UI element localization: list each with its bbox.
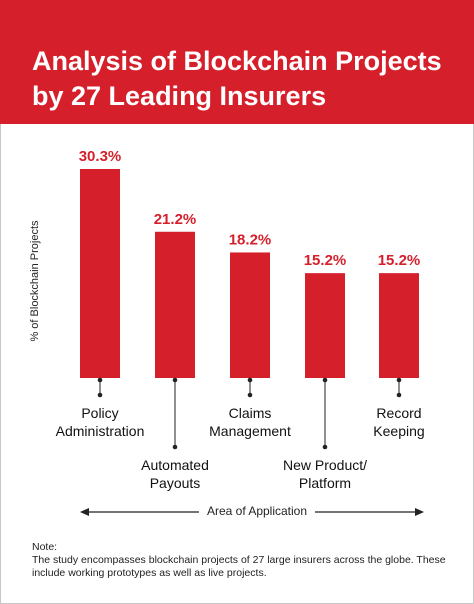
category-label-1: Policy Administration — [56, 404, 145, 440]
note-heading: Note: — [32, 541, 58, 553]
chart-title: Analysis of Blockchain Projects by 27 Le… — [32, 46, 442, 111]
note-text: The study encompasses blockchain project… — [32, 554, 446, 579]
bar-2 — [155, 231, 195, 378]
bar-4 — [305, 273, 345, 378]
leader-dot-top-5 — [396, 377, 402, 383]
category-label-3: Claims Management — [209, 404, 291, 440]
x-axis-arrow-left — [80, 508, 89, 516]
leader-dot-top-3 — [247, 377, 253, 383]
footnote: Note: The study encompasses blockchain p… — [32, 541, 452, 580]
category-label-line: Administration — [55, 423, 145, 439]
y-axis-label: % of Blockchain Projects — [29, 220, 41, 342]
leader-dot-top-2 — [172, 377, 178, 383]
bar-3 — [230, 252, 270, 378]
x-axis-label: Area of Application — [198, 504, 316, 518]
category-label-line: Claims — [228, 405, 272, 421]
leader-dot-bottom-4 — [322, 444, 328, 450]
category-label-line: Record — [376, 405, 422, 421]
category-label-line: Platform — [298, 475, 352, 491]
data-label-4: 15.2% — [304, 252, 347, 269]
data-label-2: 21.2% — [154, 211, 197, 228]
category-label-line: New Product/ — [282, 457, 368, 473]
data-label-3: 18.2% — [229, 231, 272, 248]
bar-1 — [80, 169, 120, 378]
title-banner: Analysis of Blockchain Projects by 27 Le… — [0, 0, 474, 124]
category-label-line: Payouts — [149, 475, 201, 491]
data-label-1: 30.3% — [79, 148, 122, 165]
leader-dot-bottom-3 — [247, 392, 253, 398]
leader-dot-bottom-1 — [97, 392, 103, 398]
leader-dot-bottom-5 — [396, 392, 402, 398]
leader-dot-bottom-2 — [172, 444, 178, 450]
category-label-line: Keeping — [373, 423, 425, 439]
bar-5 — [379, 273, 419, 378]
category-label-4: New Product/Platform — [283, 456, 367, 492]
x-axis-arrow-right — [415, 508, 424, 516]
data-label-5: 15.2% — [378, 252, 421, 269]
category-label-line: Management — [209, 423, 291, 439]
category-label-5: Record Keeping — [373, 404, 424, 440]
category-label-line: Policy — [81, 405, 119, 421]
category-label-line: Automated — [141, 457, 209, 473]
leader-dot-top-1 — [97, 377, 103, 383]
leader-dot-top-4 — [322, 377, 328, 383]
category-label-2: Automated Payouts — [141, 456, 209, 492]
